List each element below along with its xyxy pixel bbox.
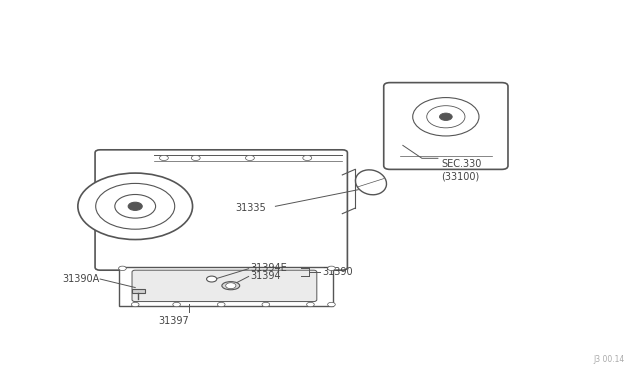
- Circle shape: [226, 283, 236, 289]
- Text: J3 00.14: J3 00.14: [593, 355, 625, 364]
- Circle shape: [207, 276, 217, 282]
- Circle shape: [96, 183, 175, 229]
- Text: 31397: 31397: [158, 316, 189, 326]
- Circle shape: [440, 113, 452, 121]
- Circle shape: [128, 202, 142, 211]
- Circle shape: [78, 173, 193, 240]
- FancyBboxPatch shape: [384, 83, 508, 169]
- Circle shape: [262, 302, 269, 307]
- Circle shape: [115, 195, 156, 218]
- Circle shape: [159, 155, 168, 161]
- Text: 31394E: 31394E: [250, 263, 287, 273]
- Bar: [132, 289, 145, 293]
- Circle shape: [413, 97, 479, 136]
- Circle shape: [118, 266, 126, 270]
- Text: 31390A: 31390A: [62, 274, 99, 284]
- Text: 31335: 31335: [235, 203, 266, 213]
- Polygon shape: [119, 267, 333, 306]
- Circle shape: [427, 106, 465, 128]
- Circle shape: [246, 155, 254, 161]
- FancyBboxPatch shape: [95, 150, 348, 270]
- Ellipse shape: [222, 282, 240, 290]
- Circle shape: [191, 155, 200, 161]
- Circle shape: [303, 155, 312, 161]
- FancyBboxPatch shape: [132, 270, 317, 302]
- Circle shape: [328, 302, 335, 307]
- Text: SEC.330
(33100): SEC.330 (33100): [441, 160, 481, 182]
- Circle shape: [173, 302, 180, 307]
- Circle shape: [328, 266, 335, 270]
- Text: 31394: 31394: [250, 272, 280, 282]
- Circle shape: [218, 302, 225, 307]
- Circle shape: [307, 302, 314, 307]
- Text: 31390: 31390: [322, 267, 353, 278]
- Circle shape: [131, 302, 139, 307]
